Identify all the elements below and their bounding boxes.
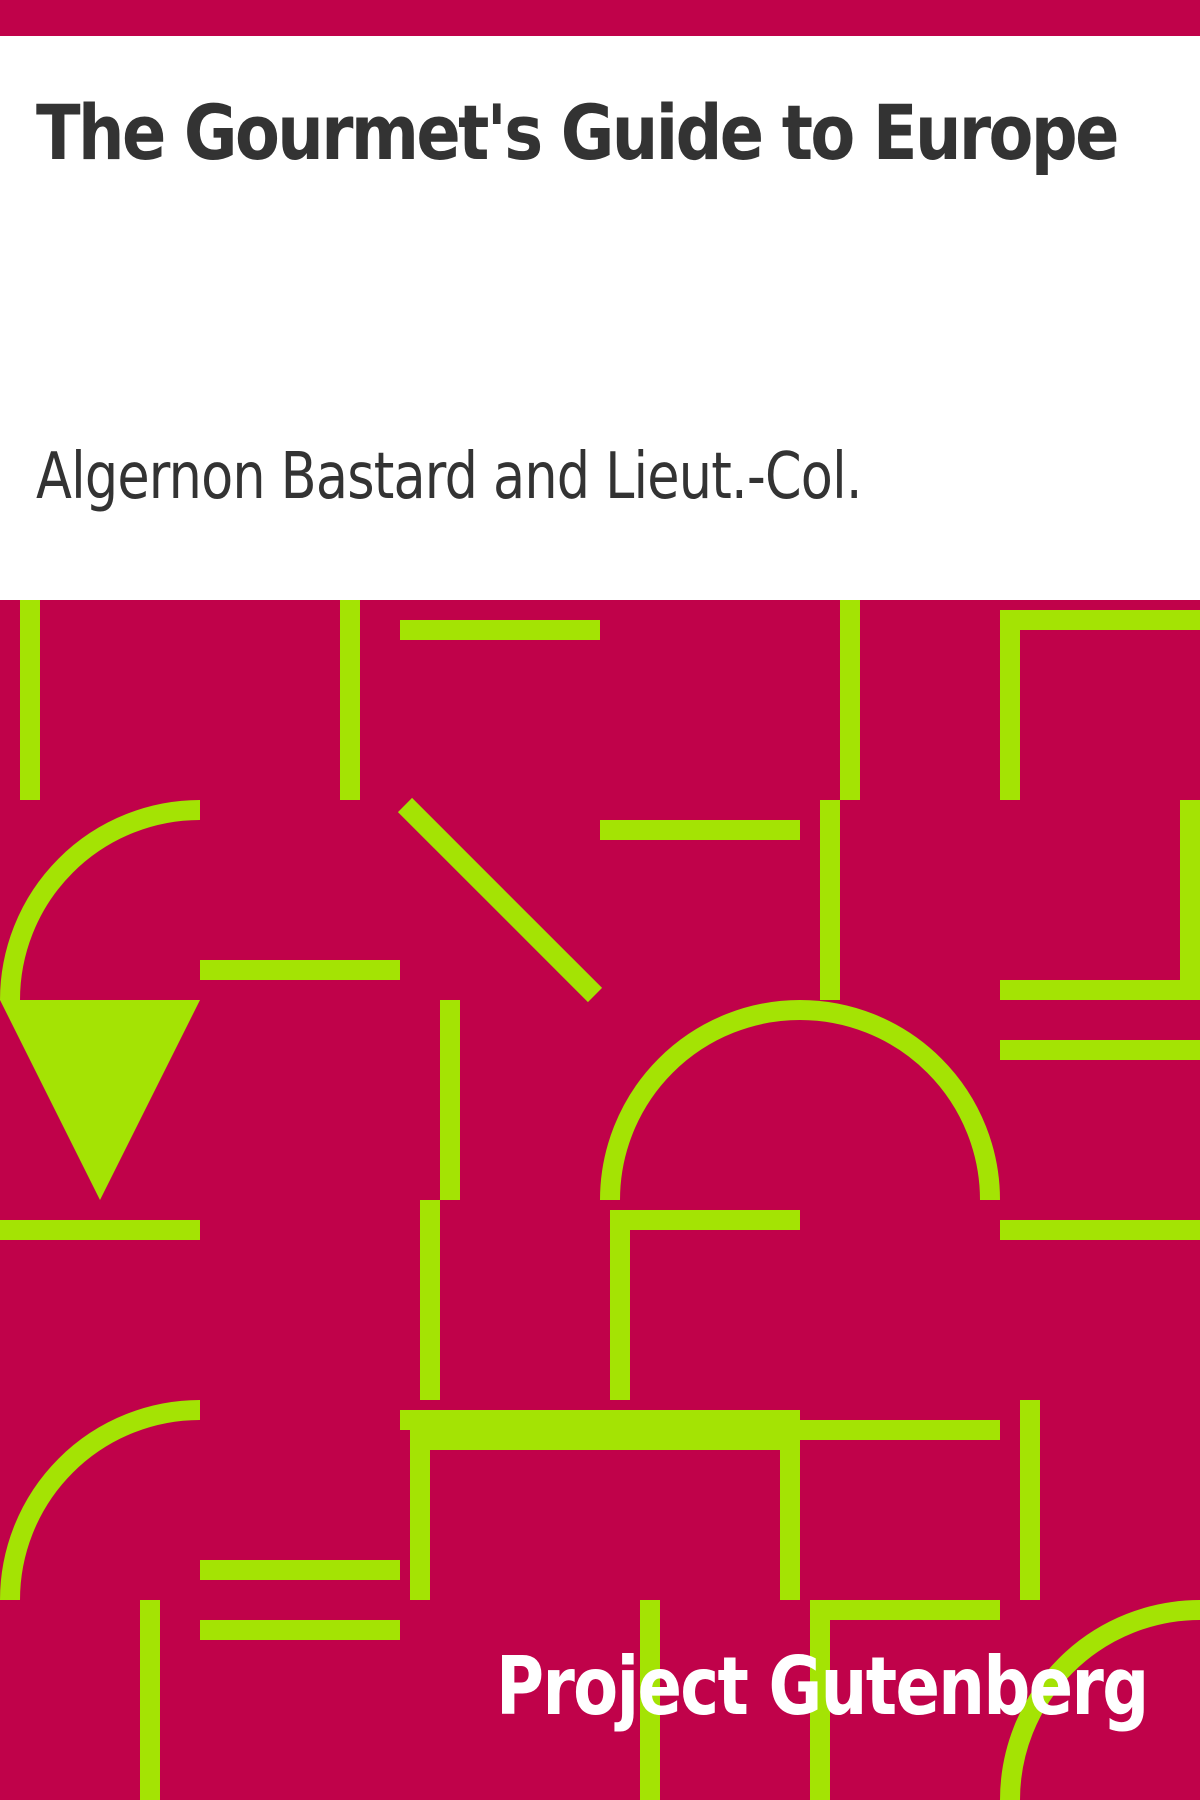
title-panel xyxy=(0,36,1200,600)
decorative-geometric-pattern xyxy=(0,600,1200,1800)
pattern-triangle xyxy=(0,1000,200,1200)
book-title: The Gourmet's Guide to Europe xyxy=(36,88,1119,177)
publisher-name: Project Gutenberg xyxy=(496,1640,1149,1733)
pattern-lines xyxy=(0,600,1200,1800)
book-author: Algernon Bastard and Lieut.-Col. xyxy=(36,440,863,514)
top-color-stripe xyxy=(0,0,1200,36)
